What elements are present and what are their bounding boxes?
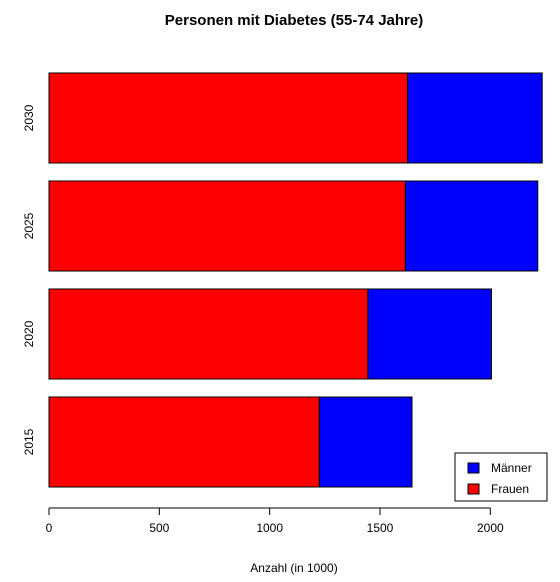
bar-m-nner-2020	[367, 288, 492, 380]
x-axis-label: Anzahl (in 1000)	[250, 561, 337, 575]
y-tick-label-2030: 2030	[22, 104, 36, 131]
x-tick-label-2000: 2000	[477, 521, 504, 535]
x-tick-label-0: 0	[46, 521, 53, 535]
bar-m-nner-2030	[407, 72, 543, 164]
legend-swatch-frauen	[467, 483, 480, 495]
bar-m-nner-2025	[404, 180, 539, 272]
legend-label-frauen: Frauen	[491, 482, 529, 496]
bar-m-nner-2015	[318, 396, 413, 488]
x-tick-label-1000: 1000	[256, 521, 283, 535]
y-tick-label-2025: 2025	[22, 212, 36, 239]
legend: Männer Frauen	[454, 452, 548, 502]
bar-frauen-2025	[48, 180, 406, 272]
bars-group	[48, 72, 543, 488]
x-tick-label-500: 500	[149, 521, 169, 535]
x-tick-label-1500: 1500	[367, 521, 394, 535]
y-tick-label-2015: 2015	[22, 428, 36, 455]
chart-title: Personen mit Diabetes (55-74 Jahre)	[165, 12, 423, 29]
y-axis: 2015 2020 2025 2030	[22, 104, 36, 455]
bar-frauen-2030	[48, 72, 409, 164]
bar-frauen-2020	[48, 288, 369, 380]
x-axis: 0 500 1000 1500 2000	[46, 507, 504, 535]
legend-label-m-nner: Männer	[491, 461, 532, 475]
legend-swatch-m-nner	[467, 462, 480, 474]
bar-frauen-2015	[48, 396, 320, 488]
y-tick-label-2020: 2020	[22, 320, 36, 347]
